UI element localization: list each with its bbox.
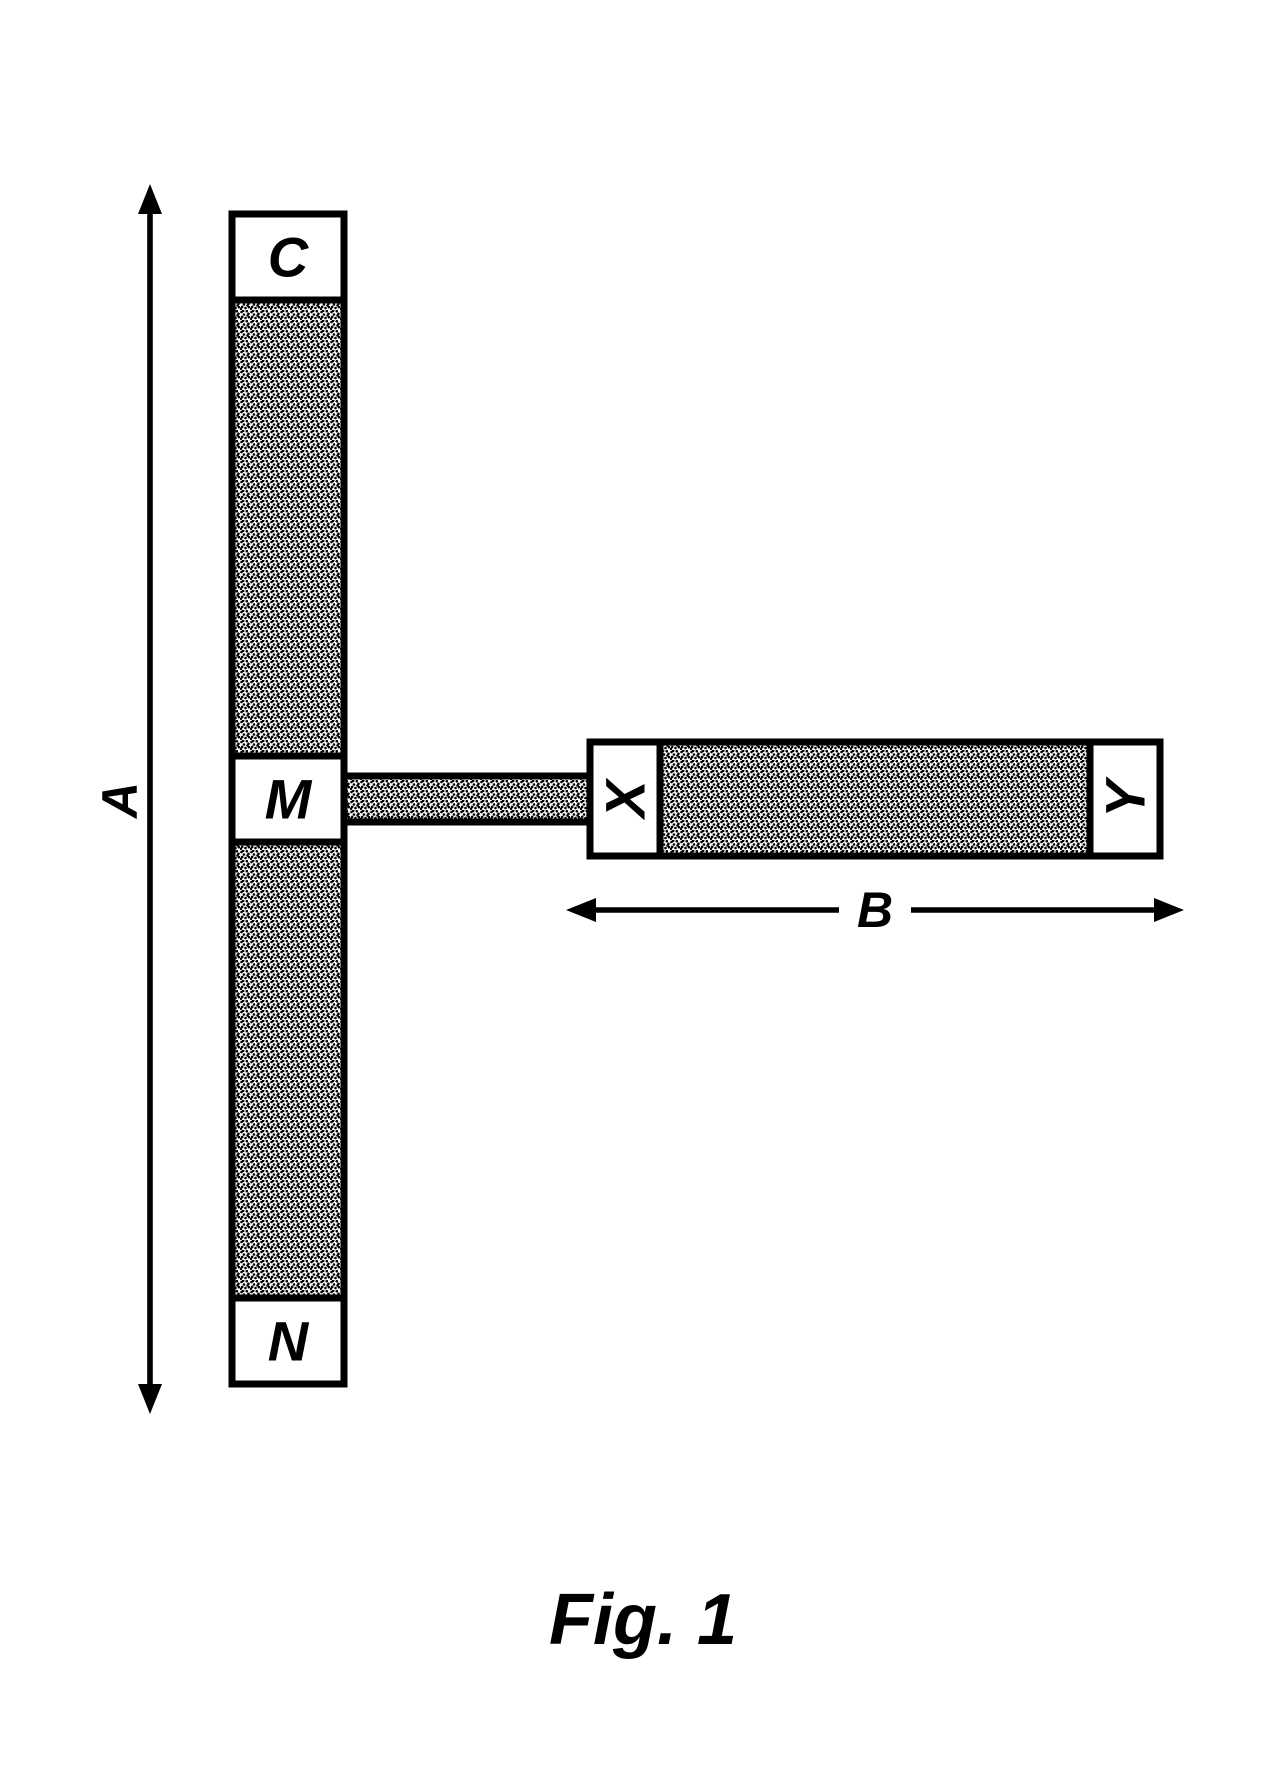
dimension-b: B (596, 882, 1154, 938)
dimension-a-label: A (92, 782, 148, 820)
dimension-b-label: B (857, 882, 893, 938)
row-b: X Y (590, 742, 1160, 856)
dimension-a: A (92, 214, 150, 1384)
figure-caption: Fig. 1 (549, 1580, 737, 1660)
diagram-canvas: C M N X Y A B Fig. 1 (0, 0, 1286, 1778)
node-c-label: C (268, 226, 310, 289)
connector (344, 776, 590, 822)
segment-x-y (660, 742, 1090, 856)
segment-c-m (232, 300, 344, 756)
column-a: C M N (232, 214, 344, 1384)
node-m-label: M (265, 768, 313, 831)
node-y-label: Y (1094, 776, 1157, 818)
node-x-label: X (594, 777, 657, 821)
segment-m-n (232, 842, 344, 1298)
node-n-label: N (268, 1310, 310, 1373)
